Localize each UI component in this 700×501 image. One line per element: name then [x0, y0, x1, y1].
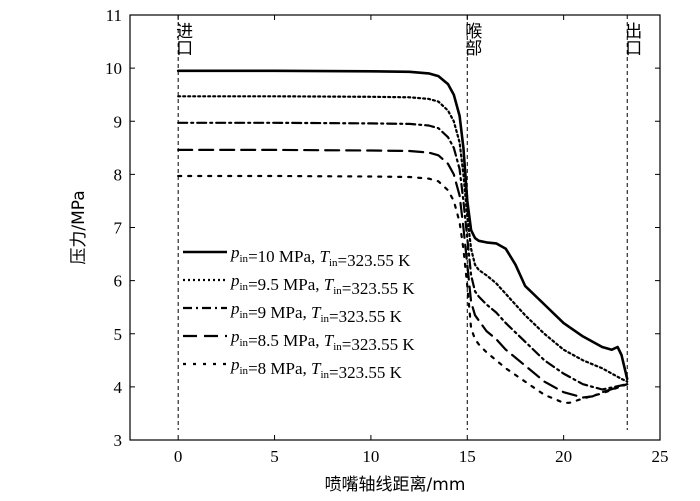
series-line-0 — [176, 69, 629, 381]
section-markers: 进口 喉部 出口 — [172, 15, 641, 430]
series-line-1 — [177, 95, 629, 383]
legend-label-3: pin=8.5 MPa, Tin=323.55 K — [230, 327, 415, 354]
legend-label-0: pin=10 MPa, Tin=323.55 K — [230, 243, 411, 270]
x-tick-label: 25 — [652, 447, 669, 466]
x-tick-label: 15 — [459, 447, 476, 466]
y-tick-label: 3 — [114, 431, 123, 450]
y-tick-label: 5 — [114, 325, 123, 344]
x-tick-label: 10 — [362, 447, 379, 466]
y-tick-label: 11 — [106, 6, 122, 25]
y-tick-label: 6 — [114, 272, 123, 291]
series-line-2 — [177, 121, 629, 391]
series-line-3 — [177, 148, 629, 399]
y-tick-label: 7 — [114, 219, 123, 238]
axis-ticks: 0 5 10 15 20 25 3 4 5 6 7 8 9 10 11 — [105, 6, 669, 466]
y-tick-label: 8 — [114, 165, 123, 184]
series-layer — [176, 69, 629, 404]
legend-label-4: pin=8 MPa, Tin=323.55 K — [230, 355, 403, 382]
y-tick-label: 10 — [105, 59, 122, 78]
x-tick-label: 20 — [555, 447, 572, 466]
x-tick-label: 0 — [174, 447, 183, 466]
section-label-1: 喉部 — [461, 22, 482, 56]
x-tick-label: 5 — [270, 447, 279, 466]
legend-label-1: pin=9.5 MPa, Tin=323.55 K — [230, 271, 415, 298]
section-label-0: 进口 — [172, 22, 193, 56]
section-label-2: 出口 — [621, 22, 641, 56]
legend-label-2: pin=9 MPa, Tin=323.55 K — [230, 299, 403, 326]
y-tick-label: 4 — [114, 378, 123, 397]
series-line-4 — [177, 174, 629, 404]
y-axis-title: 压力/MPa — [69, 190, 89, 264]
x-axis-title: 喷嘴轴线距离/mm — [325, 475, 466, 495]
y-tick-label: 9 — [114, 112, 123, 131]
